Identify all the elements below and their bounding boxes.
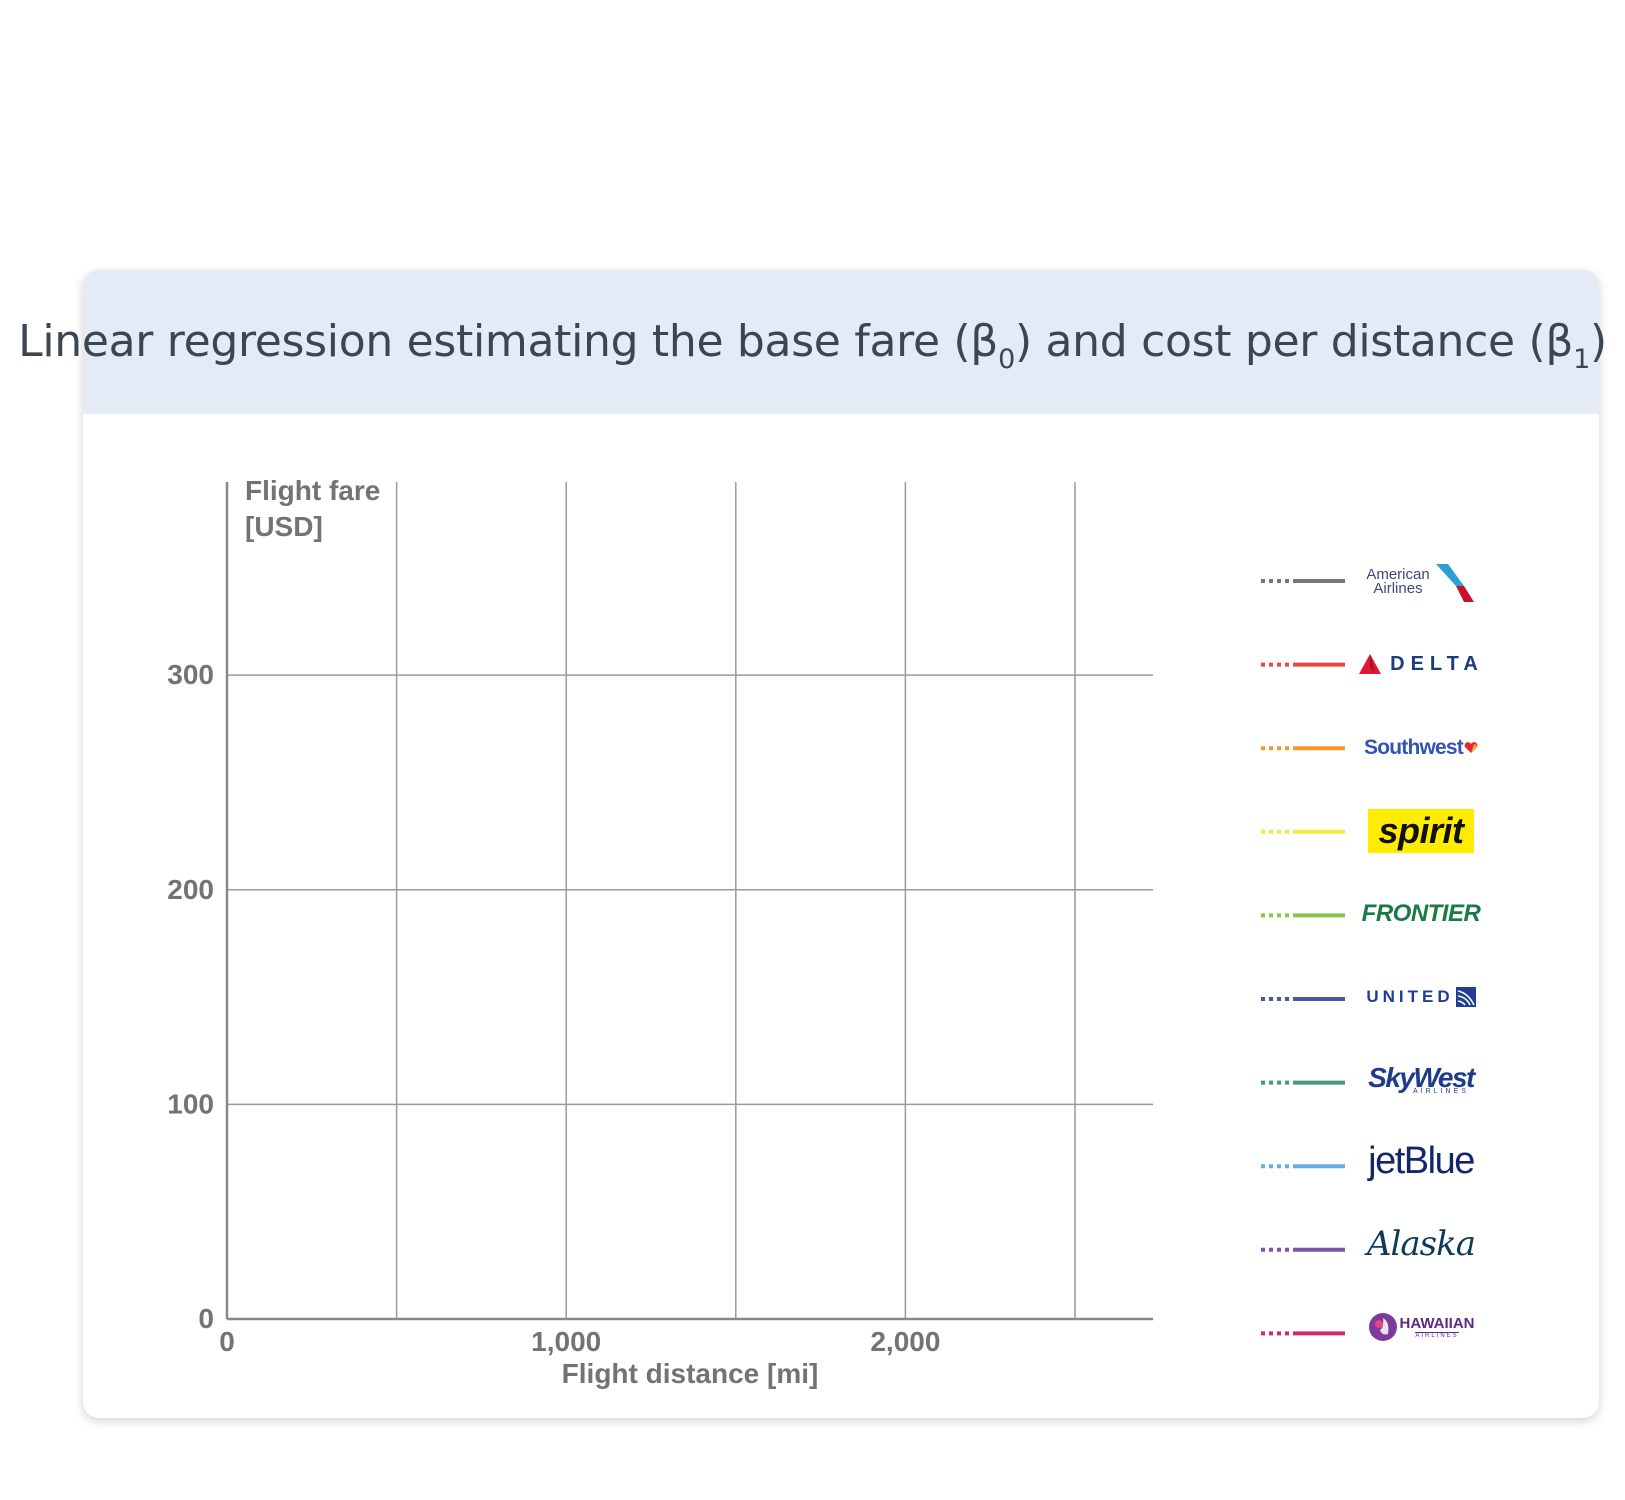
title-subscript-1: 1 — [1573, 344, 1590, 375]
delta-wordmark: DELTA — [1390, 652, 1484, 675]
hawaiian-pualani-icon — [1368, 1313, 1397, 1341]
frontier-logo: FRONTIER — [1356, 892, 1486, 936]
alaska-wordmark: Alaska — [1366, 1224, 1476, 1264]
y-tick-label: 200 — [167, 874, 214, 905]
chart-title: Linear regression estimating the base fa… — [0, 316, 1625, 373]
frontier-wordmark: FRONTIER — [1361, 900, 1481, 927]
southwest-heart-icon — [1464, 742, 1478, 753]
hawaiian-logo: HAWAIIAN AIRLINES — [1356, 1305, 1486, 1349]
title-subscript-0: 0 — [998, 344, 1015, 375]
jetblue-logo: jetBlue — [1356, 1139, 1486, 1183]
x-tick-label: 0 — [219, 1326, 235, 1357]
x-tick-label: 2,000 — [870, 1326, 940, 1357]
american-airlines-flight-symbol-icon — [1435, 564, 1474, 602]
x-axis-title: Flight distance [mi] — [562, 1358, 819, 1389]
southwest-logo: Southwest — [1356, 726, 1486, 770]
united-logo: UNITED — [1356, 975, 1486, 1019]
american-airlines-wordmark: American Airlines — [1366, 566, 1430, 597]
y-tick-label: 100 — [167, 1088, 214, 1119]
title-part-1: Linear regression estimating the base fa… — [18, 316, 999, 367]
alaska-logo: Alaska — [1356, 1222, 1486, 1266]
hawaiian-wordmark: HAWAIIAN — [1399, 1315, 1475, 1332]
united-wordmark: UNITED — [1366, 987, 1454, 1006]
card-header — [83, 270, 1599, 414]
hawaiian-wordmark-group: HAWAIIAN AIRLINES — [1400, 1315, 1475, 1339]
chart-card — [83, 270, 1599, 1418]
y-tick-label: 300 — [167, 659, 214, 690]
american-airlines-text-2: Airlines — [1373, 580, 1423, 597]
spirit-logo: spirit — [1356, 809, 1486, 853]
southwest-wordmark: Southwest — [1364, 736, 1464, 759]
hawaiian-subtext: AIRLINES — [1415, 1332, 1459, 1339]
united-globe-icon — [1455, 987, 1476, 1007]
y-axis-title-line: [USD] — [245, 511, 323, 542]
x-tick-label: 1,000 — [531, 1326, 601, 1357]
jetblue-wordmark: jetBlue — [1368, 1139, 1475, 1182]
y-axis-title-line: Flight fare — [245, 475, 380, 506]
delta-widget-icon — [1359, 654, 1382, 674]
american-airlines-text-1: American — [1366, 566, 1430, 583]
skywest-subtext: AIRLINES — [1413, 1087, 1469, 1095]
delta-logo: DELTA — [1356, 642, 1486, 686]
american-airlines-logo: American Airlines — [1356, 560, 1486, 604]
spirit-wordmark: spirit — [1368, 809, 1474, 853]
title-part-3: ) — [1590, 316, 1607, 367]
skywest-logo: SkyWest AIRLINES — [1356, 1056, 1486, 1100]
skywest-wordmark: SkyWest — [1368, 1061, 1475, 1093]
y-tick-label: 0 — [198, 1303, 214, 1334]
title-part-2: ) and cost per distance (β — [1014, 316, 1574, 367]
